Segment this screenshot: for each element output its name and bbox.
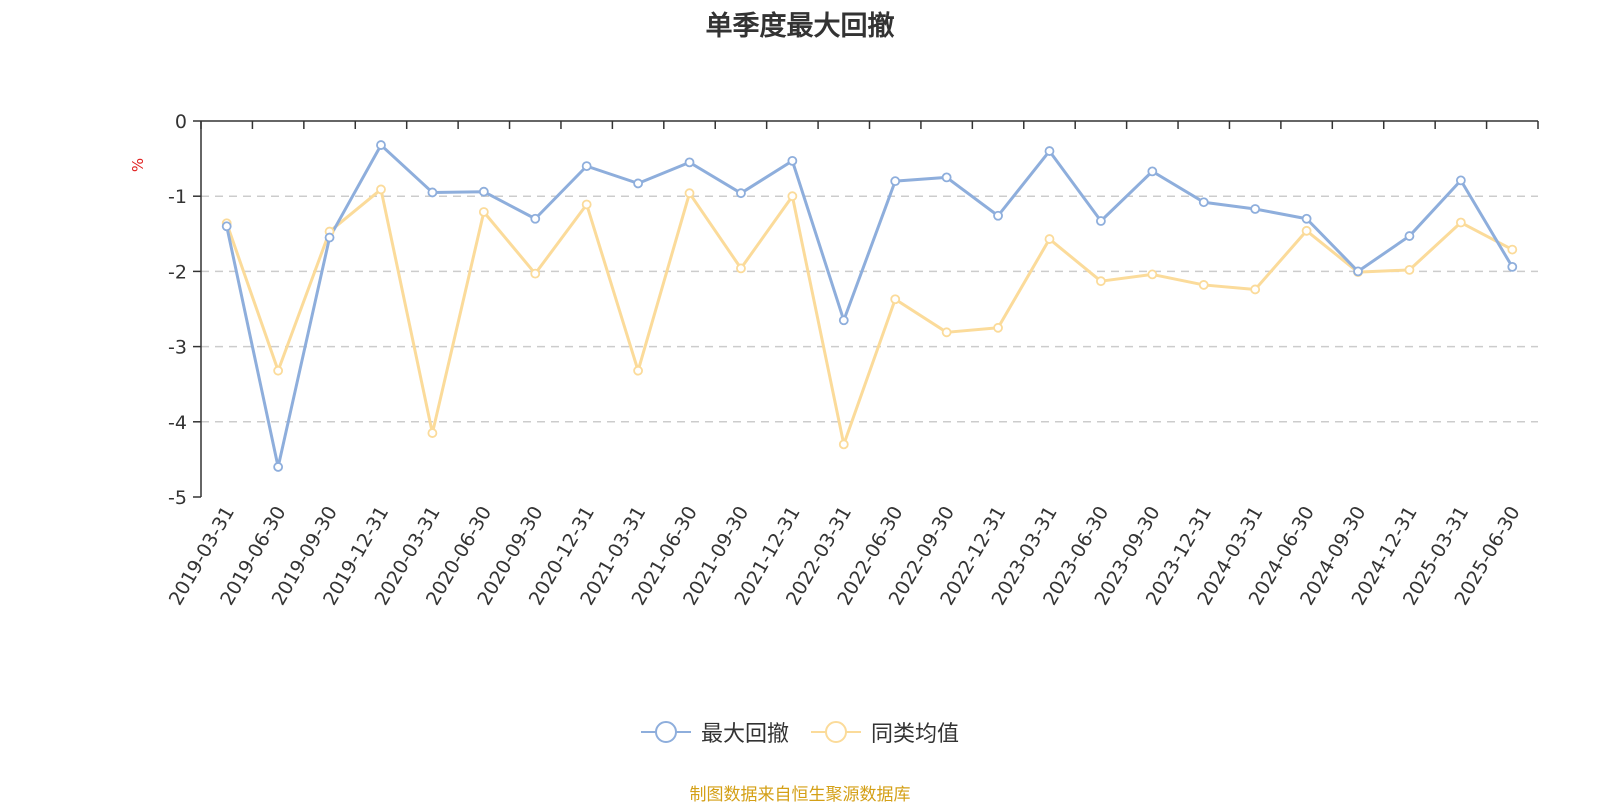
data-point-series-1[interactable] — [530, 268, 541, 279]
data-point-series-0[interactable] — [1455, 175, 1466, 186]
data-point-series-1[interactable] — [736, 263, 746, 274]
data-point-series-0[interactable] — [993, 210, 1003, 221]
series-line-0 — [225, 143, 1514, 469]
data-point-series-1[interactable] — [1147, 269, 1158, 280]
data-point-series-0[interactable] — [1353, 266, 1363, 277]
legend: 最大回撤 同类均值 — [0, 716, 1600, 748]
data-point-series-1[interactable] — [633, 365, 643, 376]
data-point-series-1[interactable] — [1096, 276, 1106, 287]
data-source-note: 制图数据来自恒生聚源数据库 — [689, 785, 911, 805]
data-point-series-1[interactable] — [993, 322, 1003, 333]
data-point-series-0[interactable] — [684, 157, 695, 168]
data-point-series-1[interactable] — [787, 191, 798, 202]
data-point-series-0[interactable] — [530, 213, 541, 224]
legend-label-max-drawdown: 最大回撤 — [700, 722, 789, 747]
data-point-series-1[interactable] — [890, 294, 901, 305]
y-axis-unit-label: % — [129, 158, 147, 172]
data-point-series-0[interactable] — [736, 188, 746, 199]
data-point-series-0[interactable] — [941, 172, 952, 183]
data-point-series-1[interactable] — [941, 327, 952, 338]
data-point-series-1[interactable] — [273, 365, 284, 376]
axes: 0-1-2-3-4-52019-03-312019-06-302019-09-3… — [165, 111, 1539, 609]
data-point-series-0[interactable] — [1147, 166, 1158, 177]
data-point-series-1[interactable] — [376, 184, 386, 195]
line-chart: % 0-1-2-3-4-52019-03-312019-06-302019-09… — [129, 111, 1539, 609]
data-point-series-1[interactable] — [1455, 217, 1466, 228]
y-tick-label: 0 — [175, 111, 187, 133]
legend-marker-peer-average-icon — [811, 721, 861, 743]
data-point-series-0[interactable] — [1096, 216, 1106, 226]
data-point-series-1[interactable] — [1198, 280, 1209, 290]
data-point-series-0[interactable] — [787, 155, 798, 166]
data-point-series-1[interactable] — [478, 207, 489, 217]
y-tick-label: -4 — [168, 412, 187, 434]
grid-lines — [201, 195, 1538, 423]
y-tick-label: -3 — [168, 337, 187, 359]
legend-label-peer-average: 同类均值 — [871, 722, 960, 747]
data-point-series-0[interactable] — [1301, 213, 1312, 224]
data-point-series-1[interactable] — [684, 188, 695, 199]
y-tick-label: -5 — [168, 487, 187, 509]
data-point-series-0[interactable] — [1404, 231, 1415, 241]
data-point-series-1[interactable] — [1044, 234, 1055, 244]
data-point-series-0[interactable] — [838, 315, 849, 326]
data-point-series-0[interactable] — [581, 161, 592, 172]
data-point-series-0[interactable] — [1198, 197, 1209, 208]
data-point-series-0[interactable] — [890, 176, 901, 187]
data-point-series-0[interactable] — [478, 186, 489, 197]
legend-item-peer-average[interactable]: 同类均值 — [811, 716, 959, 748]
chart-title: 单季度最大回撤 — [705, 11, 895, 42]
data-point-series-1[interactable] — [581, 199, 592, 210]
data-point-series-1[interactable] — [427, 428, 438, 438]
data-point-series-0[interactable] — [633, 178, 643, 189]
series-line-1 — [225, 187, 1513, 446]
data-point-series-1[interactable] — [1507, 244, 1518, 255]
data-point-series-0[interactable] — [1250, 204, 1261, 214]
y-tick-label: -2 — [168, 261, 187, 283]
data-point-series-1[interactable] — [1250, 284, 1261, 295]
legend-item-max-drawdown[interactable]: 最大回撤 — [640, 716, 789, 748]
y-tick-label: -1 — [168, 186, 187, 208]
data-point-series-0[interactable] — [324, 232, 335, 243]
data-point-series-1[interactable] — [1404, 264, 1415, 275]
data-point-series-0[interactable] — [273, 462, 284, 472]
data-point-series-1[interactable] — [838, 439, 849, 450]
data-point-series-0[interactable] — [1044, 146, 1055, 156]
data-point-series-0[interactable] — [427, 187, 438, 198]
data-point-series-0[interactable] — [221, 221, 232, 232]
data-point-series-1[interactable] — [1301, 225, 1312, 236]
series-lines — [221, 140, 1518, 472]
legend-marker-max-drawdown-icon — [640, 721, 691, 743]
data-point-series-0[interactable] — [1507, 261, 1518, 272]
data-point-series-0[interactable] — [376, 140, 386, 150]
